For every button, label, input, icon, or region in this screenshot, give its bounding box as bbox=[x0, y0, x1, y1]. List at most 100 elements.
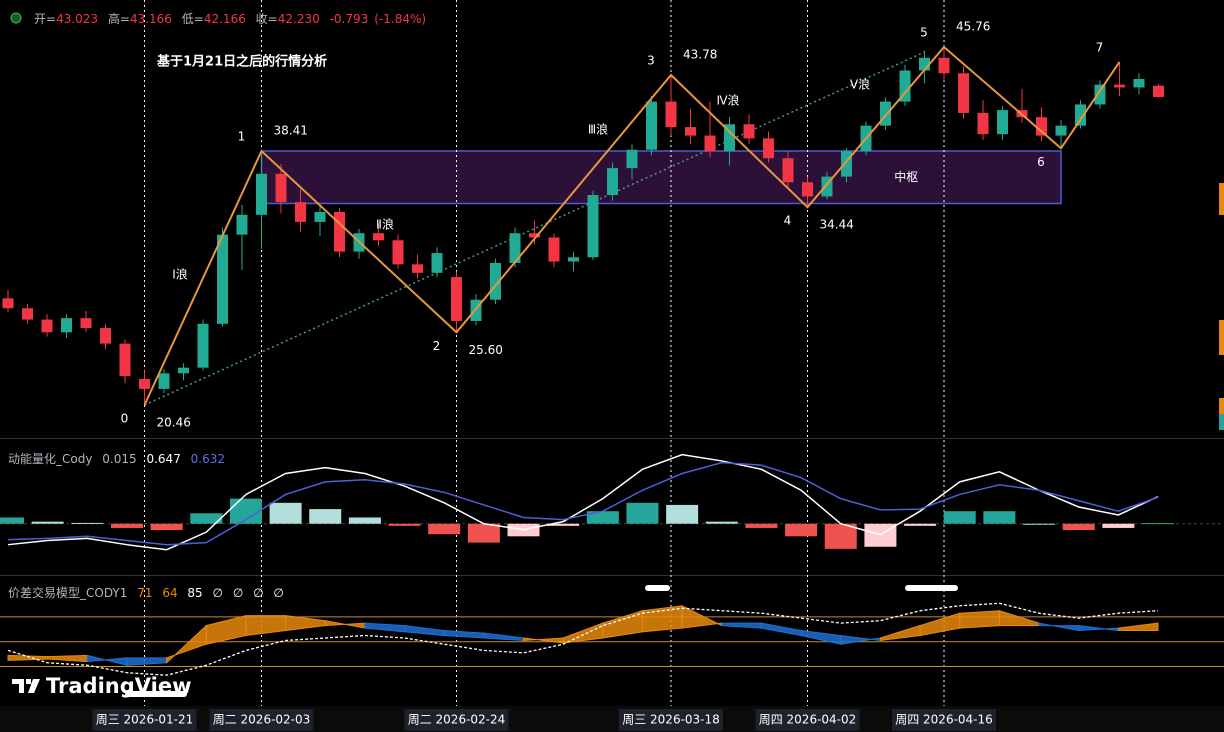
value: 0.015 bbox=[102, 452, 137, 466]
pivot-zone bbox=[260, 150, 1062, 205]
band-fill bbox=[840, 634, 881, 645]
wave-name: Ⅳ浪 bbox=[716, 93, 739, 108]
histogram-bar bbox=[0, 517, 24, 524]
candle-body bbox=[295, 202, 306, 222]
value: 42.166 bbox=[203, 12, 246, 26]
value: 85 bbox=[187, 586, 203, 600]
indicator-line bbox=[7, 453, 1159, 551]
label: 开= bbox=[34, 12, 57, 26]
band-fill bbox=[324, 620, 366, 629]
histogram-bar bbox=[983, 511, 1016, 524]
wave-number: 2 bbox=[433, 339, 441, 353]
candle-body bbox=[256, 173, 267, 215]
candle-body bbox=[1036, 117, 1047, 136]
wave-name: Ⅲ浪 bbox=[588, 122, 608, 137]
histogram-bar bbox=[428, 523, 461, 535]
band-fill bbox=[641, 605, 683, 633]
candle-body bbox=[646, 101, 657, 150]
wave-name: Ⅱ浪 bbox=[376, 217, 394, 232]
symbol: ∅ bbox=[253, 586, 264, 600]
x-tick-label: 周四 2026-04-02 bbox=[759, 713, 857, 727]
price-scale-marker bbox=[1219, 183, 1224, 215]
candle-body bbox=[763, 138, 774, 159]
date-label-bg bbox=[755, 709, 860, 731]
candle-body bbox=[373, 233, 384, 241]
zone-label: 中枢 bbox=[894, 169, 918, 184]
logo bbox=[12, 679, 40, 693]
histogram-bar bbox=[745, 523, 778, 528]
candle-body bbox=[1094, 84, 1106, 105]
x-tick-label: 周三 2026-03-18 bbox=[622, 713, 720, 727]
histogram-bar bbox=[904, 523, 937, 526]
status-dot bbox=[10, 12, 22, 24]
candle-body bbox=[100, 328, 111, 344]
wave-price: 25.60 bbox=[469, 343, 503, 357]
candle-body bbox=[665, 101, 677, 128]
histogram-bar bbox=[71, 522, 104, 524]
histogram-bar bbox=[348, 517, 381, 524]
histogram-bar bbox=[666, 504, 699, 524]
candle-body bbox=[977, 112, 989, 135]
symbol: ∅ bbox=[212, 586, 223, 600]
candle-body bbox=[919, 57, 930, 71]
momentum-header: 动能量化_Cody 0.015 0.647 0.632 bbox=[8, 450, 231, 467]
value: 64 bbox=[162, 586, 178, 600]
value: 43.023 bbox=[56, 12, 99, 26]
candle-body bbox=[958, 73, 969, 113]
wave-price: 43.78 bbox=[683, 48, 717, 62]
candle-body bbox=[334, 211, 345, 252]
candle-body bbox=[626, 149, 638, 169]
histogram-bar bbox=[388, 523, 421, 526]
label: 收= bbox=[255, 12, 278, 26]
marker-pill bbox=[645, 585, 670, 591]
candle-body bbox=[587, 195, 599, 258]
change-pct: (-1.84%) bbox=[374, 12, 427, 26]
candle-body bbox=[412, 264, 423, 273]
price-scale-marker bbox=[1219, 414, 1224, 430]
histogram-bar bbox=[150, 523, 183, 531]
candle-body bbox=[178, 367, 189, 374]
date-label-bg bbox=[619, 709, 723, 731]
histogram-bar bbox=[467, 523, 500, 543]
candle-body bbox=[724, 124, 735, 152]
value: 0.632 bbox=[190, 452, 226, 466]
wave-price: 45.76 bbox=[956, 19, 990, 33]
candle-body bbox=[119, 343, 131, 377]
price-scale-marker bbox=[1219, 398, 1224, 414]
symbol: ∅ bbox=[232, 586, 244, 600]
wave-number: 3 bbox=[647, 54, 655, 68]
wave-number: 5 bbox=[920, 25, 928, 39]
candle-body bbox=[997, 110, 1008, 135]
candle-body bbox=[22, 308, 33, 320]
value: 42.230 bbox=[277, 12, 320, 26]
time-axis bbox=[0, 706, 1224, 732]
symbol: ∅ bbox=[273, 586, 284, 600]
candle-body bbox=[568, 257, 579, 262]
band-fill bbox=[364, 622, 406, 633]
label: 高= bbox=[107, 12, 130, 26]
candle-body bbox=[451, 277, 462, 321]
ohlc-header: 开=43.023 高=43.166 低=42.166 收=42.230 -0.7… bbox=[34, 10, 432, 27]
histogram-bar bbox=[309, 509, 342, 524]
marker-pill bbox=[905, 585, 958, 591]
band-fill bbox=[47, 654, 88, 663]
histogram-bar bbox=[1062, 523, 1095, 531]
candle-body bbox=[2, 298, 14, 309]
band-fill bbox=[205, 615, 247, 645]
histogram-bar bbox=[110, 523, 143, 528]
band-fill bbox=[443, 630, 485, 639]
band-fill bbox=[1117, 622, 1159, 632]
candle-body bbox=[197, 323, 209, 368]
histogram-bar bbox=[1142, 523, 1174, 525]
x-tick-label: 周四 2026-04-16 bbox=[895, 713, 993, 727]
histogram-bar bbox=[269, 502, 302, 524]
change: -0.793 bbox=[329, 12, 369, 26]
candle-body bbox=[431, 253, 443, 273]
band-fill bbox=[483, 632, 525, 642]
band-fill bbox=[998, 610, 1040, 627]
candle-body bbox=[236, 214, 248, 235]
date-label-bg bbox=[209, 709, 314, 731]
histogram-bar bbox=[190, 513, 223, 524]
candle-body bbox=[275, 173, 287, 203]
band-fill bbox=[1078, 625, 1119, 632]
